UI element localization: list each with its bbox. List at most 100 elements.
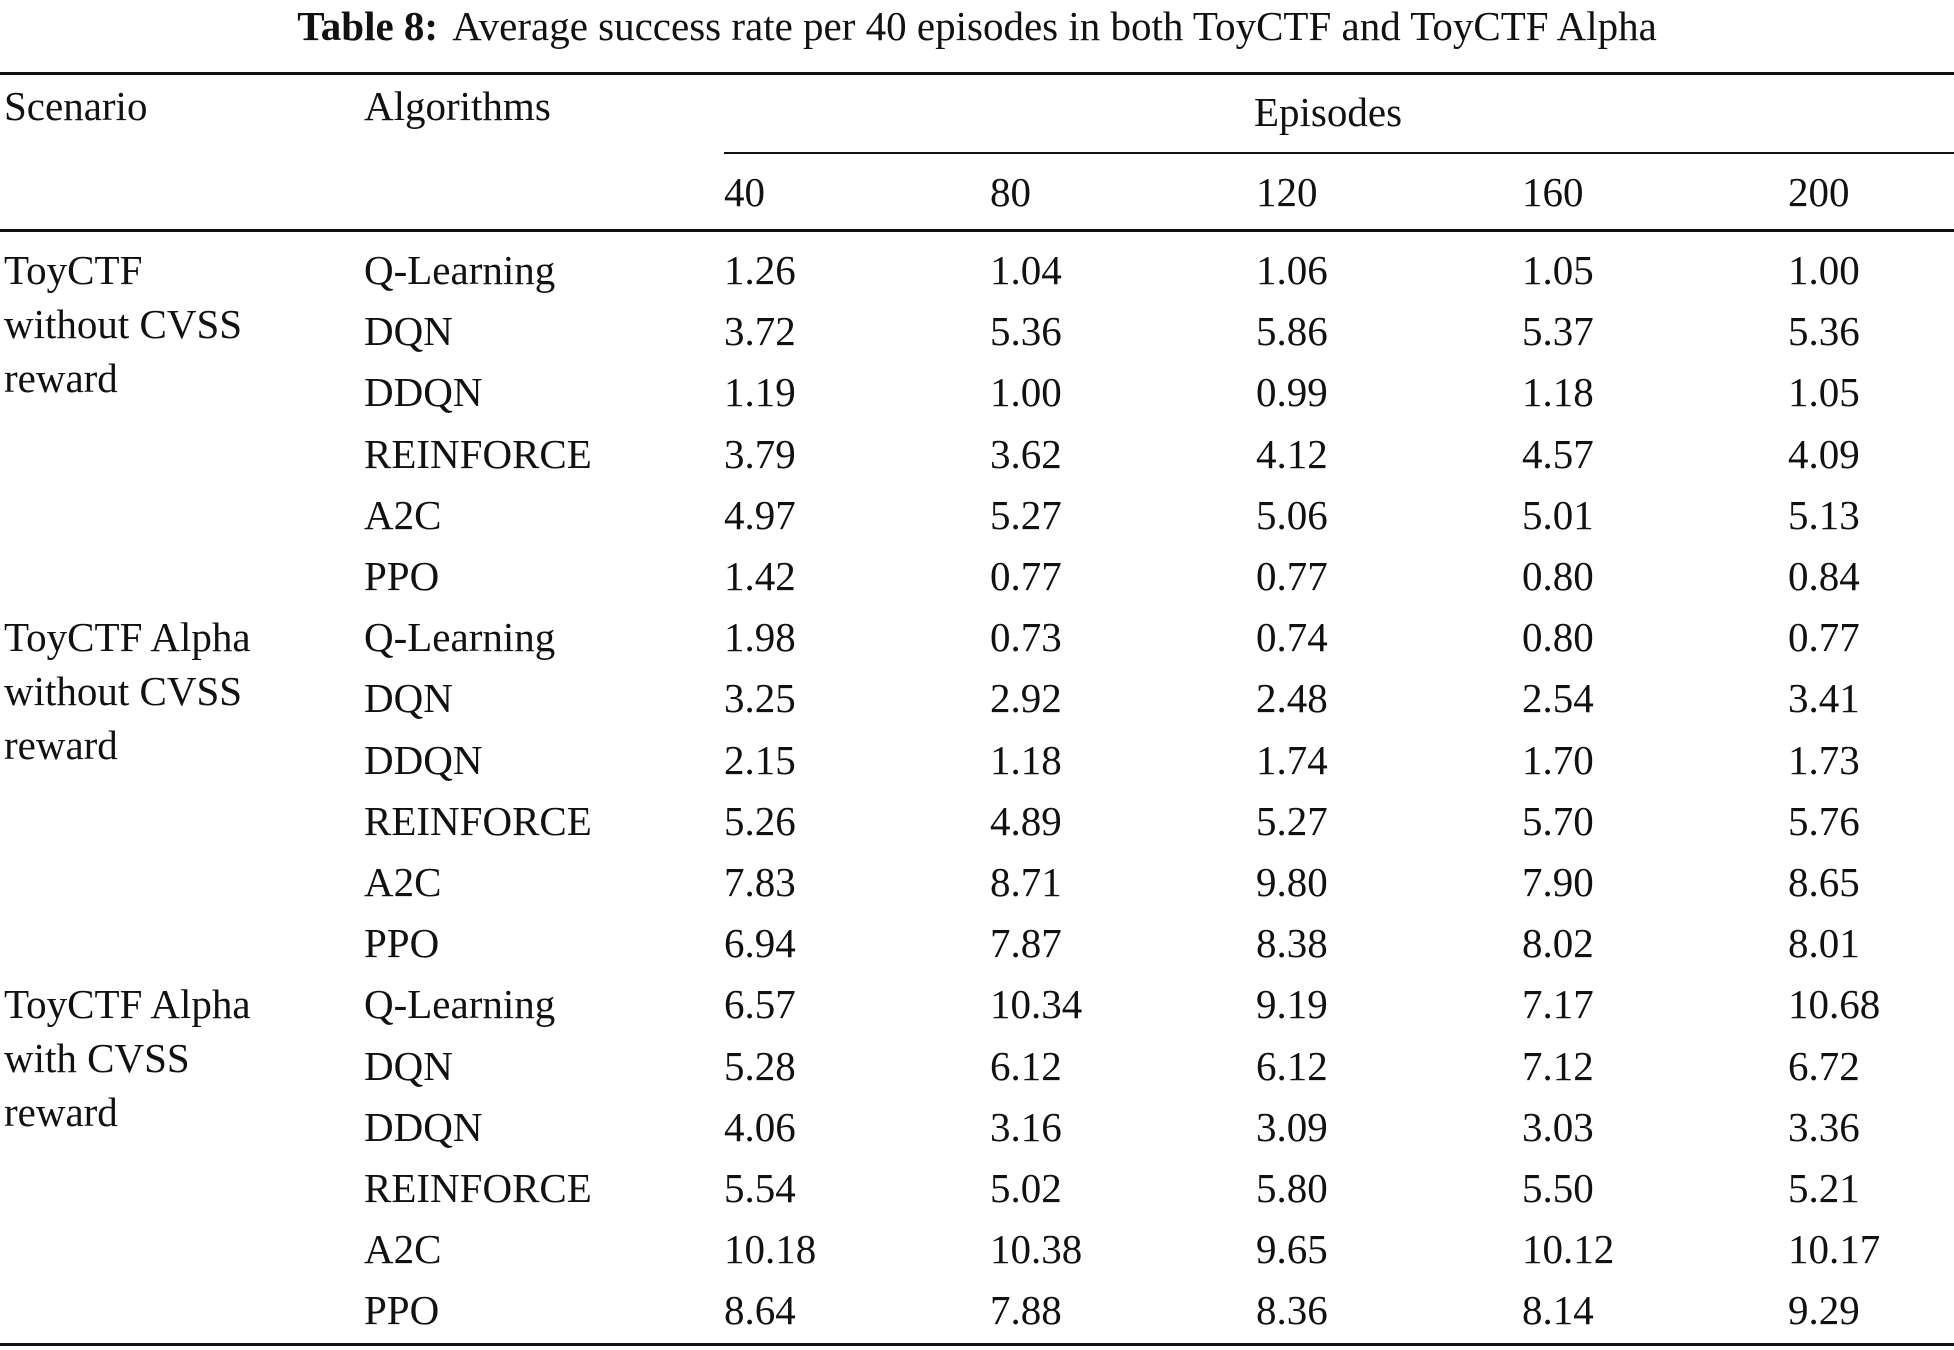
value-cell: 5.27 <box>990 491 1062 538</box>
value-cell: 7.88 <box>990 1287 1062 1334</box>
algorithm-cell: DQN <box>364 675 453 722</box>
value-cell: 1.19 <box>724 369 796 416</box>
episode-header-80: 80 <box>990 169 1031 215</box>
value-cell: 5.54 <box>724 1165 796 1211</box>
value-cell: 1.73 <box>1788 736 1860 783</box>
table-caption-text: Average success rate per 40 episodes in … <box>452 3 1657 49</box>
value-cell: 8.01 <box>1788 920 1860 967</box>
table-label: Table 8: <box>297 3 439 49</box>
value-cell: 0.77 <box>1788 614 1860 661</box>
value-cell: 7.87 <box>990 920 1062 967</box>
value-cell: 5.26 <box>724 797 796 844</box>
algorithm-cell: DDQN <box>364 1103 483 1150</box>
value-cell: 0.74 <box>1256 614 1328 661</box>
algorithm-cell: PPO <box>364 1287 440 1334</box>
value-cell: 5.27 <box>1256 797 1328 844</box>
value-cell: 3.41 <box>1788 675 1860 722</box>
value-cell: 1.26 <box>724 247 796 293</box>
value-cell: 2.54 <box>1522 675 1594 722</box>
header-scenario: Scenario <box>4 83 148 129</box>
value-cell: 2.92 <box>990 675 1062 722</box>
value-cell: 2.15 <box>724 736 796 783</box>
value-cell: 0.73 <box>990 614 1062 661</box>
value-cell: 3.16 <box>990 1103 1062 1150</box>
value-cell: 1.42 <box>724 553 796 599</box>
scenario-line: ToyCTF <box>4 247 143 293</box>
value-cell: 3.36 <box>1788 1103 1860 1150</box>
value-cell: 5.01 <box>1522 491 1594 538</box>
bottom-rule <box>0 1343 1954 1346</box>
value-cell: 4.89 <box>990 797 1062 844</box>
algorithm-cell: REINFORCE <box>364 1165 592 1211</box>
value-cell: 5.50 <box>1522 1165 1594 1211</box>
header-algorithms: Algorithms <box>364 83 551 129</box>
algorithm-cell: DDQN <box>364 736 483 783</box>
scenario-line: ToyCTF Alpha <box>4 981 251 1028</box>
value-cell: 0.77 <box>990 553 1062 599</box>
value-cell: 6.57 <box>724 981 796 1028</box>
value-cell: 9.19 <box>1256 981 1328 1028</box>
value-cell: 3.03 <box>1522 1103 1594 1150</box>
episode-header-200: 200 <box>1788 169 1850 215</box>
episode-header-120: 120 <box>1256 169 1318 215</box>
value-cell: 5.36 <box>1788 308 1860 355</box>
value-cell: 1.18 <box>990 736 1062 783</box>
algorithm-cell: Q-Learning <box>364 981 556 1028</box>
value-cell: 8.14 <box>1522 1287 1594 1334</box>
value-cell: 7.90 <box>1522 859 1594 905</box>
value-cell: 3.62 <box>990 430 1062 477</box>
header-episodes: Episodes <box>1254 89 1403 135</box>
algorithm-cell: A2C <box>364 491 442 538</box>
value-cell: 0.99 <box>1256 369 1328 416</box>
scenario-cell: ToyCTF Alpha with CVSS reward <box>4 977 251 1139</box>
algorithm-cell: DQN <box>364 308 453 355</box>
scenario-line: ToyCTF Alpha <box>4 614 251 661</box>
scenario-line: without CVSS <box>4 301 243 347</box>
value-cell: 10.12 <box>1522 1226 1615 1273</box>
algorithm-cell: DDQN <box>364 369 483 416</box>
scenario-line: without CVSS <box>4 668 243 715</box>
value-cell: 1.74 <box>1256 736 1328 783</box>
value-cell: 0.80 <box>1522 553 1594 599</box>
table-caption: Table 8: Average success rate per 40 epis… <box>0 0 1954 60</box>
value-cell: 8.36 <box>1256 1287 1328 1334</box>
scenario-cell: ToyCTF Alpha without CVSS reward <box>4 610 251 772</box>
scenario-line: reward <box>4 722 118 769</box>
value-cell: 1.04 <box>990 247 1062 293</box>
value-cell: 1.06 <box>1256 247 1328 293</box>
value-cell: 4.97 <box>724 491 796 538</box>
value-cell: 5.86 <box>1256 308 1328 355</box>
value-cell: 1.05 <box>1788 369 1860 416</box>
value-cell: 5.76 <box>1788 797 1860 844</box>
episode-header-40: 40 <box>724 169 765 215</box>
value-cell: 7.12 <box>1522 1042 1594 1089</box>
value-cell: 8.38 <box>1256 920 1328 967</box>
header-rule <box>0 229 1954 232</box>
algorithm-cell: PPO <box>364 553 440 599</box>
value-cell: 5.28 <box>724 1042 796 1089</box>
algorithm-cell: A2C <box>364 1226 442 1273</box>
value-cell: 5.70 <box>1522 797 1594 844</box>
value-cell: 3.25 <box>724 675 796 722</box>
value-cell: 6.12 <box>1256 1042 1328 1089</box>
value-cell: 10.18 <box>724 1226 817 1273</box>
algorithm-cell: Q-Learning <box>364 247 556 293</box>
value-cell: 9.80 <box>1256 859 1328 905</box>
value-cell: 5.06 <box>1256 491 1328 538</box>
algorithm-cell: PPO <box>364 920 440 967</box>
value-cell: 5.02 <box>990 1165 1062 1211</box>
value-cell: 1.00 <box>990 369 1062 416</box>
value-cell: 6.94 <box>724 920 796 967</box>
scenario-cell: ToyCTF without CVSS reward <box>4 243 242 405</box>
value-cell: 5.13 <box>1788 491 1860 538</box>
value-cell: 3.09 <box>1256 1103 1328 1150</box>
scenario-line: reward <box>4 1089 118 1136</box>
value-cell: 9.29 <box>1788 1287 1860 1334</box>
value-cell: 10.68 <box>1788 981 1881 1028</box>
value-cell: 3.72 <box>724 308 796 355</box>
value-cell: 8.65 <box>1788 859 1860 905</box>
value-cell: 10.34 <box>990 981 1083 1028</box>
value-cell: 1.98 <box>724 614 796 661</box>
value-cell: 10.38 <box>990 1226 1083 1273</box>
top-rule <box>0 72 1954 75</box>
